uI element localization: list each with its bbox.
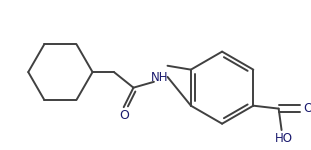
Text: NH: NH <box>151 71 169 84</box>
Text: O: O <box>119 109 129 122</box>
Text: O: O <box>303 102 311 115</box>
Text: HO: HO <box>275 132 293 145</box>
